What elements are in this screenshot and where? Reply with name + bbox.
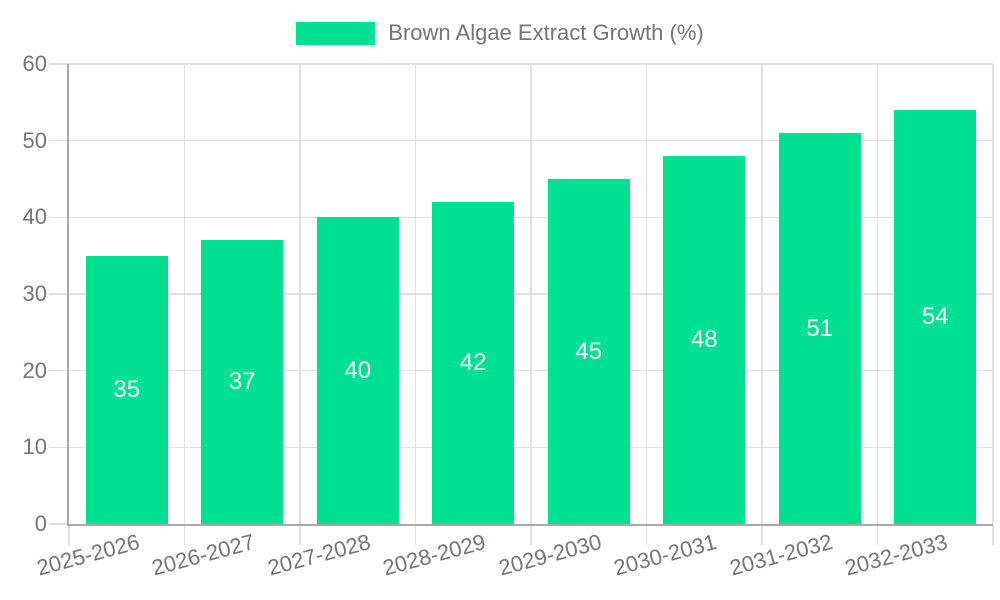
y-axis-tick <box>49 63 69 65</box>
x-axis-tick <box>68 525 70 545</box>
y-tick-label: 40 <box>22 204 47 230</box>
y-tick-label: 30 <box>22 281 47 306</box>
y-axis-tick <box>49 523 69 525</box>
x-tick-label: 2025-2026 <box>33 529 142 581</box>
bar-value-label: 51 <box>806 314 834 342</box>
y-axis-tick <box>49 216 69 219</box>
x-tick-label: 2026-2027 <box>149 529 258 581</box>
bar[interactable]: 40 <box>316 217 399 524</box>
y-tick-label: 10 <box>22 434 47 460</box>
x-axis-tick <box>183 525 186 545</box>
x-axis-tick <box>992 525 994 545</box>
v-gridline <box>876 64 879 524</box>
x-tick-label: 2030-2031 <box>611 529 720 581</box>
bar[interactable]: 54 <box>894 110 977 524</box>
bar[interactable]: 35 <box>85 255 168 524</box>
x-tick-label: 2031-2032 <box>726 529 835 581</box>
bar[interactable]: 48 <box>663 156 746 524</box>
v-gridline <box>530 64 532 524</box>
bar-value-label: 40 <box>344 356 372 384</box>
bar-value-label: 42 <box>459 349 487 376</box>
y-axis-tick <box>49 139 69 142</box>
x-axis-tick <box>876 525 879 545</box>
y-tick-label: 0 <box>34 511 47 536</box>
bar[interactable]: 45 <box>547 179 630 524</box>
x-tick-label: 2032-2033 <box>842 529 951 581</box>
x-axis-tick <box>761 525 763 545</box>
legend-swatch-icon <box>296 21 376 45</box>
y-axis-tick <box>49 446 69 449</box>
y-axis-line <box>67 64 69 526</box>
bar[interactable]: 42 <box>432 202 515 524</box>
y-axis-tick <box>49 369 69 372</box>
v-gridline <box>414 64 417 524</box>
bar-value-label: 54 <box>921 303 949 330</box>
bar-value-label: 45 <box>575 337 603 365</box>
bar-value-label: 48 <box>690 326 718 353</box>
x-axis-tick <box>530 525 532 545</box>
v-gridline <box>299 64 301 524</box>
x-axis-tick <box>414 525 417 545</box>
x-axis-tick <box>645 525 648 545</box>
bar[interactable]: 51 <box>778 133 861 524</box>
x-tick-label: 2029-2030 <box>495 529 604 581</box>
v-gridline <box>992 64 994 524</box>
bar[interactable]: 37 <box>201 240 284 524</box>
x-tick-label: 2027-2028 <box>264 529 373 581</box>
x-tick-label: 2028-2029 <box>380 529 489 581</box>
bar-value-label: 37 <box>228 368 256 396</box>
y-axis-tick <box>49 293 69 295</box>
v-gridline <box>183 64 186 524</box>
x-axis-line <box>69 524 993 526</box>
y-tick-label: 20 <box>22 357 47 383</box>
x-axis-tick <box>299 525 301 545</box>
y-tick-label: 60 <box>22 51 47 76</box>
legend-label: Brown Algae Extract Growth (%) <box>388 20 704 45</box>
bar-value-label: 35 <box>113 375 141 403</box>
v-gridline <box>761 64 763 524</box>
v-gridline <box>645 64 648 524</box>
y-tick-label: 50 <box>22 127 47 153</box>
chart-legend[interactable]: Brown Algae Extract Growth (%) <box>0 16 1000 50</box>
